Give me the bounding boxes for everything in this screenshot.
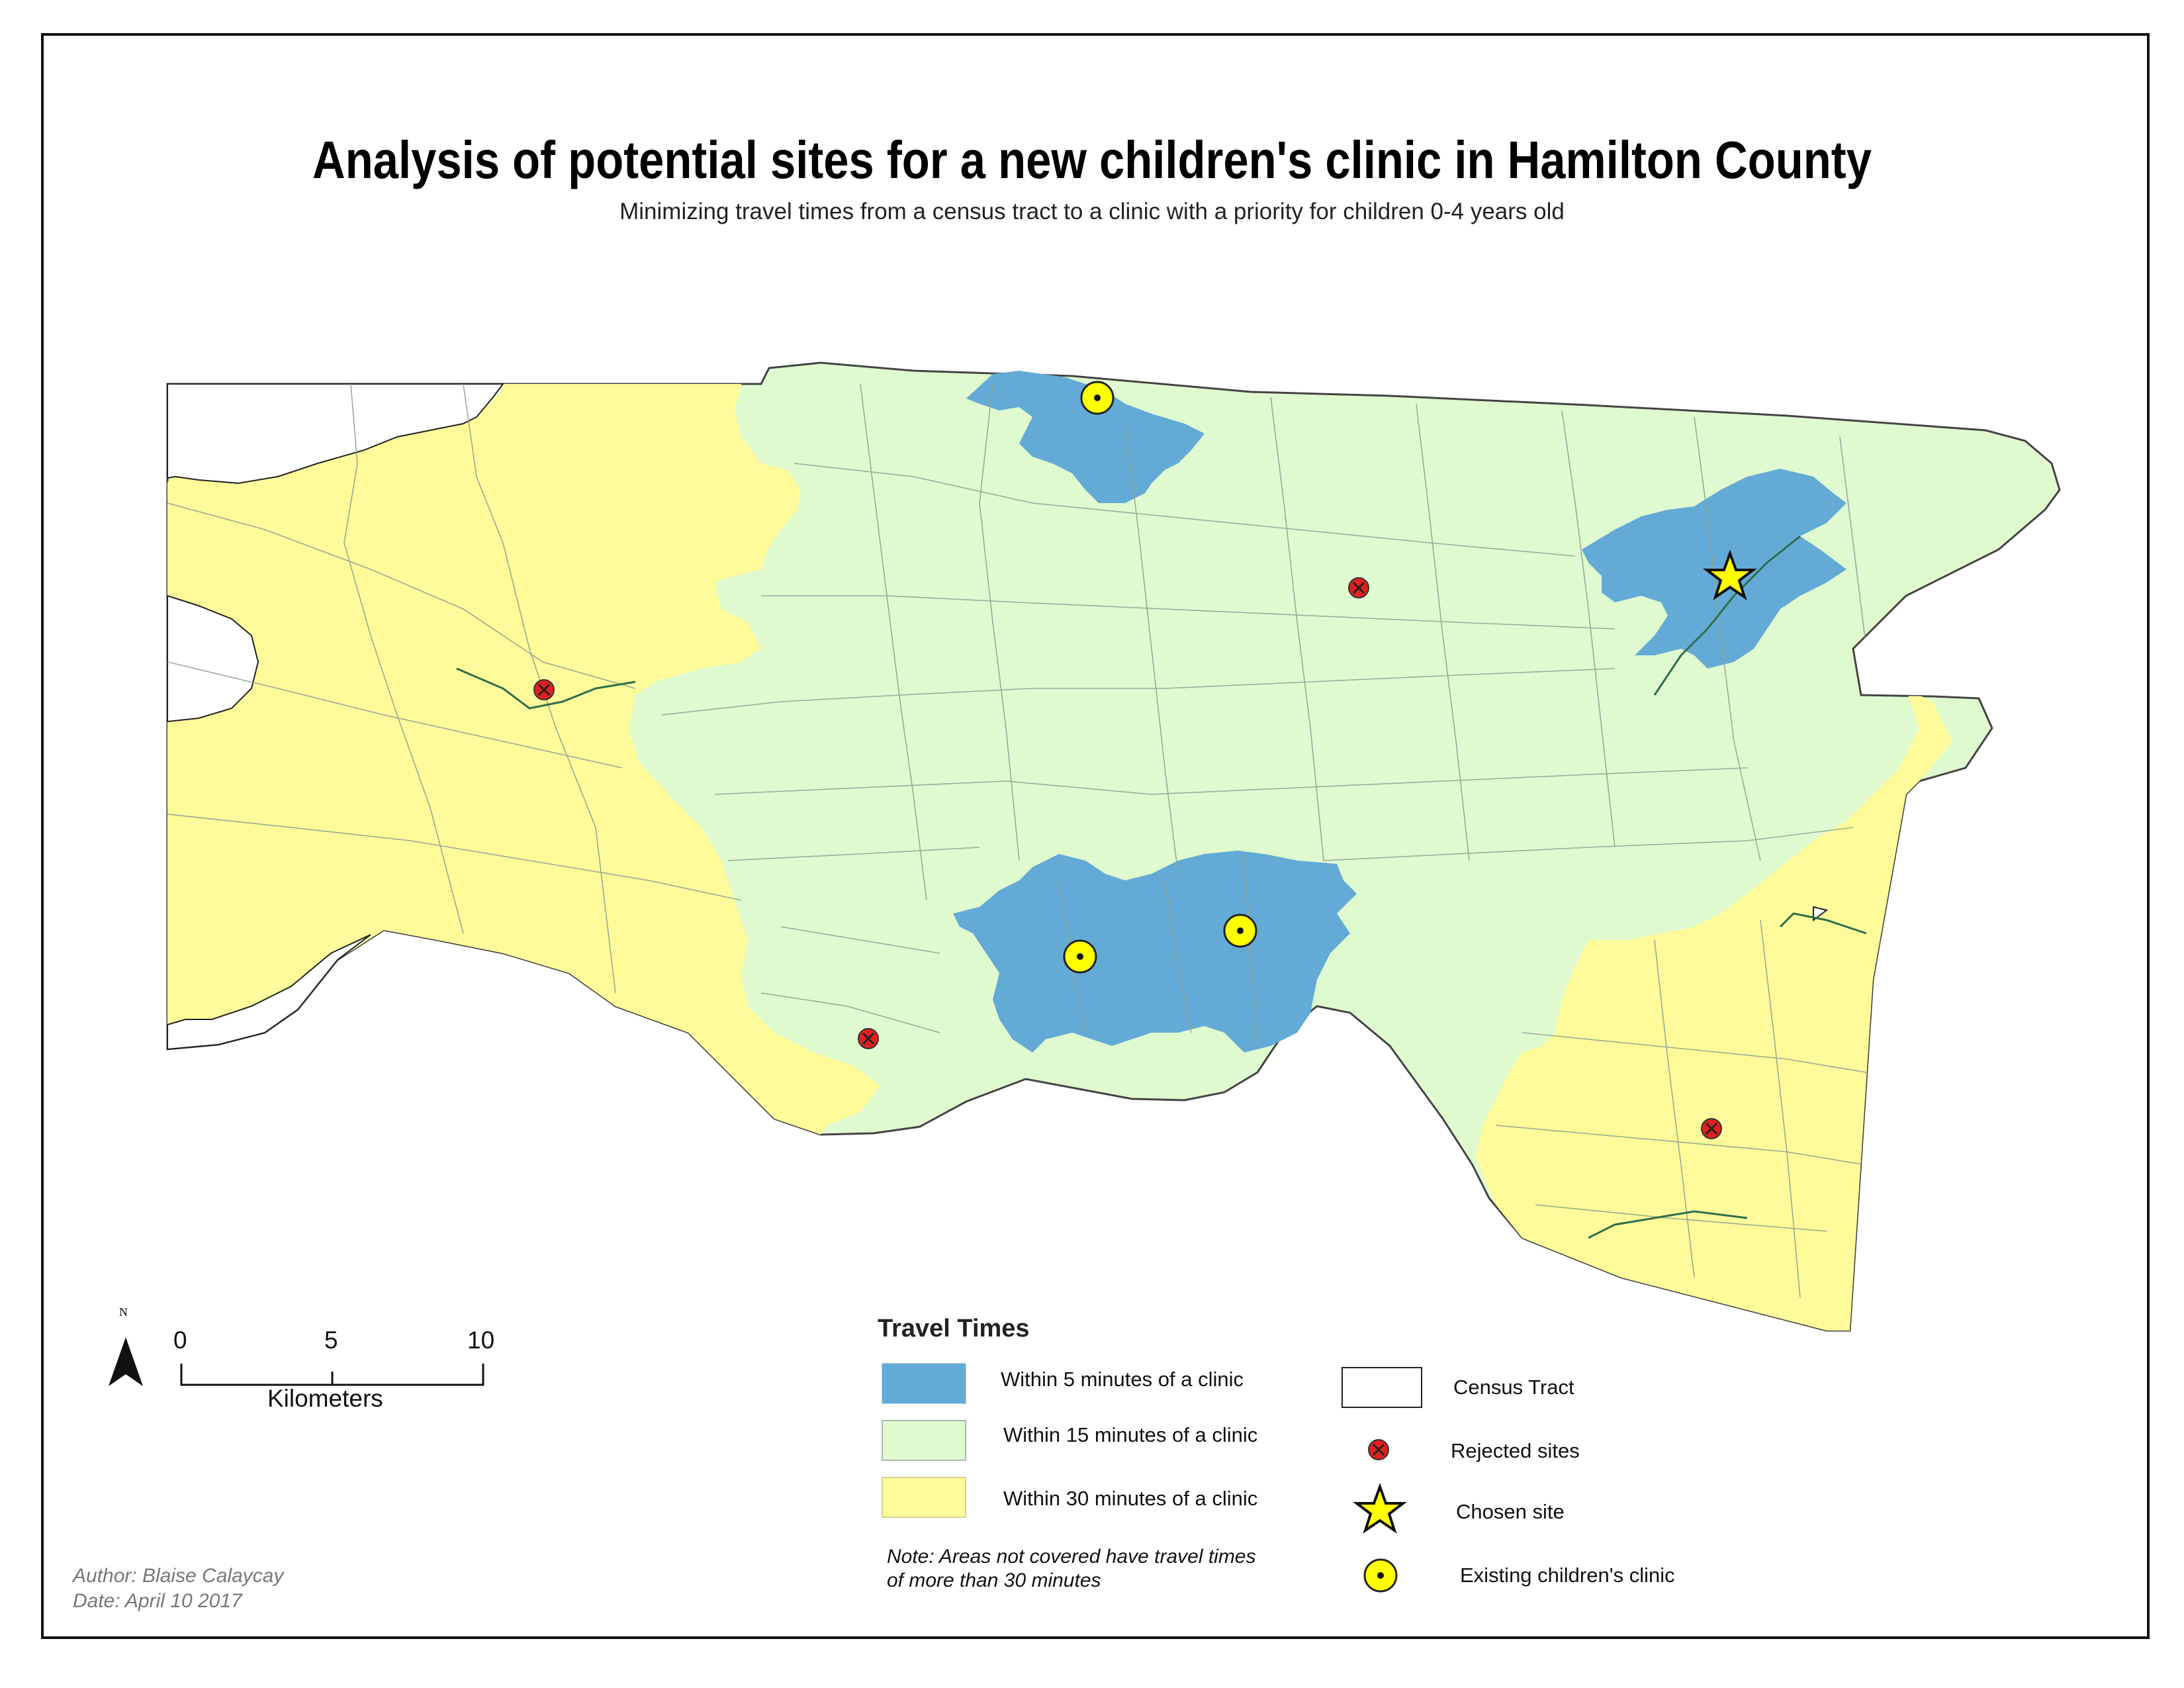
uncovered-area [167,594,259,723]
rejected-site-marker[interactable] [1348,577,1369,598]
legend-label-rejected: Rejected sites [1451,1439,1580,1462]
scale-tick-0: 0 [173,1327,187,1354]
travel-zones [166,361,2061,1332]
legend-label-chosen: Chosen site [1456,1500,1565,1523]
existing-clinic-marker[interactable] [1223,914,1257,948]
legend-label-existing-clinic: Existing children's clinic [1460,1564,1675,1587]
legend-label-within-30: Within 30 minutes of a clinic [1003,1487,1258,1510]
legend-title: Travel Times [878,1315,1030,1342]
rejected-site-marker[interactable] [533,679,555,700]
legend-swatch-within-15 [882,1420,966,1461]
legend-clinic-icon [1363,1558,1398,1593]
legend-label-within-15: Within 15 minutes of a clinic [1003,1423,1258,1446]
scale-tick-5: 5 [324,1327,338,1354]
scale-bar [180,1364,484,1386]
author-text: Author: Blaise Calaycay [73,1565,284,1587]
rivers [456,535,1867,1239]
north-label: N [119,1305,128,1319]
scale-unit-label: Kilometers [267,1385,383,1412]
legend-swatch-census-tract [1342,1367,1422,1408]
uncovered-area [1813,906,1829,921]
legend-chosen-star-icon [1353,1483,1407,1534]
legend-rejected-icon [1368,1439,1389,1460]
rejected-site-marker[interactable] [858,1028,879,1049]
legend-note: Note: Areas not covered have travel time… [887,1546,1256,1591]
uncovered-area [167,934,371,1051]
existing-clinic-marker[interactable] [1063,939,1097,974]
legend-symbols [882,1363,1422,1593]
map-title: Analysis of potential sites for a new ch… [312,130,1872,189]
legend-swatch-within-5 [882,1363,966,1404]
zone-within-5-south [953,851,1357,1053]
rejected-site-marker[interactable] [1701,1118,1722,1139]
rejected-sites [533,577,1722,1139]
legend-label-within-5: Within 5 minutes of a clinic [1001,1368,1244,1391]
zone-within-5-north [966,371,1205,503]
north-arrow-icon [109,1337,143,1386]
existing-clinic-marker[interactable] [1080,381,1115,415]
chosen-site-marker[interactable] [1703,549,1757,600]
scale-tick-10: 10 [467,1327,495,1354]
legend-swatch-within-30 [882,1477,966,1518]
date-text: Date: April 10 2017 [73,1590,242,1612]
uncovered-area [167,383,504,485]
existing-clinics [1063,381,1257,974]
map-frame [41,33,2150,1639]
legend-label-census-tract: Census Tract [1453,1376,1574,1399]
zone-within-30-east [1476,688,1952,1331]
map-subtitle: Minimizing travel times from a census tr… [619,199,1565,224]
credits: Author: Blaise Calaycay Date: April 10 2… [73,1564,284,1614]
